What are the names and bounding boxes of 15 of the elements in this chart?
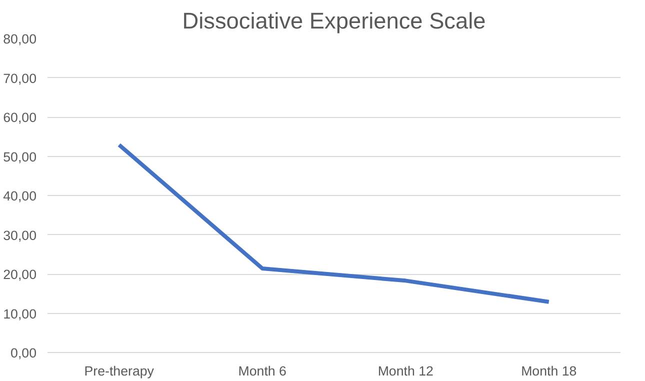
y-tick-label: 40,00 — [3, 188, 37, 204]
y-tick-label: 10,00 — [3, 306, 37, 322]
y-tick-label: 0,00 — [10, 346, 37, 360]
chart-title: Dissociative Experience Scale — [182, 8, 486, 34]
line-series — [117, 142, 551, 304]
y-tick-label: 80,00 — [3, 32, 37, 46]
x-tick-label: Month 12 — [378, 364, 434, 378]
x-tick-label: Month 6 — [238, 364, 286, 378]
y-tick-label: 60,00 — [3, 110, 37, 125]
y-tick-label: 20,00 — [3, 267, 37, 282]
y-tick-label: 30,00 — [3, 228, 37, 243]
y-tick-label: 50,00 — [3, 149, 37, 164]
x-tick-label: Month 18 — [521, 364, 577, 378]
y-tick-label: 70,00 — [3, 70, 37, 86]
x-tick-label: Pre-therapy — [84, 364, 154, 378]
